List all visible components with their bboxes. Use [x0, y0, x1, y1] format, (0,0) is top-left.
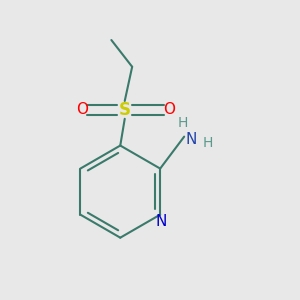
Text: N: N: [186, 132, 197, 147]
Text: H: H: [203, 136, 213, 150]
Text: O: O: [76, 102, 88, 117]
Text: H: H: [178, 116, 188, 130]
Text: S: S: [119, 101, 131, 119]
Text: N: N: [156, 214, 167, 229]
Text: O: O: [163, 102, 175, 117]
